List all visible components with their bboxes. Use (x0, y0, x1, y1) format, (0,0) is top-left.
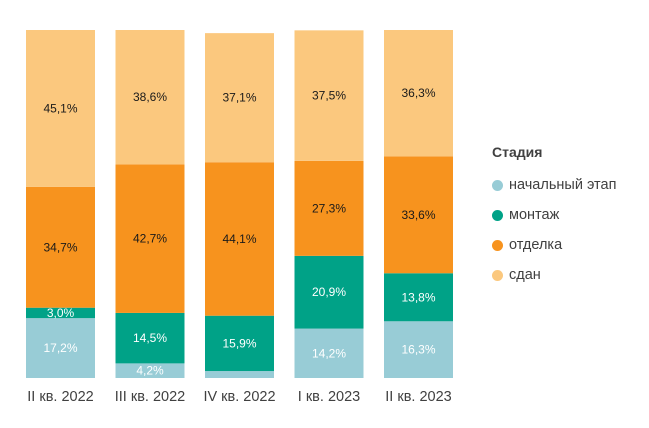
bar-segment-delivered (205, 33, 274, 163)
legend-swatch-initial (492, 179, 503, 191)
data-label-initial: 14,2% (312, 346, 346, 360)
bar-segment-initial (384, 321, 453, 378)
category-label: II кв. 2022 (27, 389, 93, 405)
bar-segment-mounting (384, 273, 453, 322)
category-label: IV кв. 2022 (203, 389, 275, 405)
bar-segment-mounting (115, 312, 185, 364)
legend-item-finishing: отделка (492, 230, 616, 260)
data-label-mounting: 20,9% (312, 285, 346, 299)
legend-label-finishing: отделка (509, 237, 563, 253)
legend-swatch-delivered (492, 269, 503, 281)
data-label-delivered: 38,6% (133, 90, 167, 104)
bar-segment-initial (294, 328, 364, 378)
bar-segment-delivered (26, 30, 95, 187)
data-label-finishing: 44,1% (222, 232, 256, 246)
data-label-delivered: 37,5% (312, 89, 346, 103)
legend: Стадия начальный этап монтаж отделка сда… (492, 144, 616, 290)
category-label: I кв. 2023 (298, 389, 360, 405)
bar-segment-delivered (384, 30, 453, 157)
data-label-delivered: 37,1% (222, 91, 256, 105)
bar-segment-finishing (294, 160, 364, 256)
legend-swatch-finishing (492, 239, 503, 251)
bar-segment-delivered (294, 30, 364, 161)
data-label-mounting: 13,8% (401, 290, 435, 304)
data-label-mounting: 3,0% (47, 306, 75, 320)
bar-segment-finishing (205, 162, 274, 316)
data-label-delivered: 36,3% (401, 86, 435, 100)
bar-segment-initial (26, 318, 95, 378)
bar-segment-mounting (294, 255, 364, 329)
legend-item-delivered: сдан (492, 260, 616, 290)
legend-label-initial: начальный этап (509, 177, 617, 193)
bar-segment-initial (205, 371, 274, 378)
data-label-mounting: 15,9% (222, 336, 256, 350)
bar-segment-mounting (26, 307, 95, 319)
data-label-initial: 17,2% (43, 341, 77, 355)
legend-swatch-mounting (492, 209, 503, 221)
bar-segment-initial (115, 363, 185, 378)
data-label-initial: 4,2% (136, 364, 164, 378)
category-label: II кв. 2023 (385, 389, 451, 405)
bar-segment-finishing (26, 186, 95, 308)
data-label-finishing: 27,3% (312, 201, 346, 215)
data-label-mounting: 14,5% (133, 331, 167, 345)
data-label-finishing: 42,7% (133, 232, 167, 246)
data-label-finishing: 34,7% (43, 240, 77, 254)
legend-label-mounting: монтаж (509, 207, 560, 223)
bar-segment-mounting (205, 315, 274, 372)
legend-label-delivered: сдан (509, 267, 541, 283)
bar-segment-finishing (384, 156, 453, 274)
category-label: III кв. 2022 (115, 389, 185, 405)
data-label-initial: 16,3% (401, 343, 435, 357)
data-label-delivered: 45,1% (43, 101, 77, 115)
bar-segment-delivered (115, 30, 185, 165)
legend-title: Стадия (492, 144, 543, 160)
legend-item-mounting: монтаж (492, 200, 616, 230)
bar-segment-finishing (115, 164, 185, 313)
legend-item-initial: начальный этап (492, 170, 616, 200)
data-label-finishing: 33,6% (401, 208, 435, 222)
